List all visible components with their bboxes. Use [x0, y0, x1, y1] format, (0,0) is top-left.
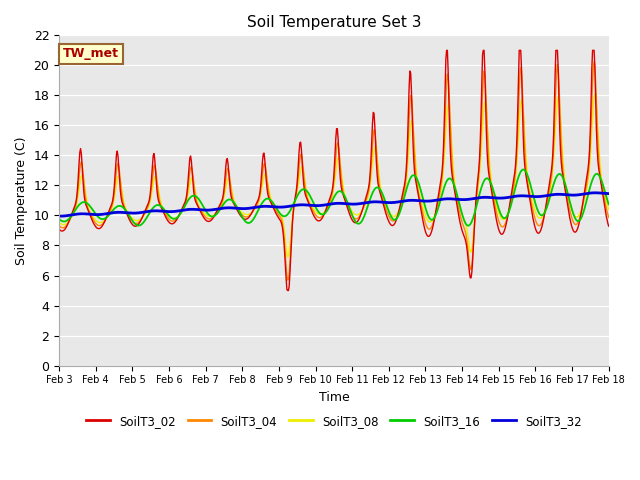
Line: SoilT3_08: SoilT3_08: [59, 95, 609, 257]
SoilT3_04: [401, 181, 409, 187]
SoilT3_04: [417, 204, 425, 209]
SoilT3_04: [284, 277, 291, 283]
SoilT3_32: [66, 212, 74, 218]
SoilT3_02: [177, 207, 185, 213]
SoilT3_02: [443, 48, 451, 53]
SoilT3_32: [592, 190, 600, 196]
SoilT3_16: [122, 207, 129, 213]
Line: SoilT3_32: SoilT3_32: [59, 193, 609, 216]
Text: TW_met: TW_met: [63, 48, 119, 60]
Y-axis label: Soil Temperature (C): Soil Temperature (C): [15, 136, 28, 264]
SoilT3_02: [55, 226, 63, 232]
SoilT3_32: [179, 207, 186, 213]
SoilT3_16: [519, 167, 527, 172]
SoilT3_16: [207, 213, 214, 219]
SoilT3_02: [122, 208, 129, 214]
SoilT3_08: [591, 92, 598, 97]
Line: SoilT3_04: SoilT3_04: [59, 61, 609, 280]
SoilT3_02: [65, 218, 73, 224]
SoilT3_16: [55, 216, 63, 222]
SoilT3_02: [284, 288, 291, 293]
SoilT3_32: [55, 213, 63, 219]
SoilT3_04: [177, 209, 185, 215]
Line: SoilT3_16: SoilT3_16: [59, 169, 609, 226]
SoilT3_02: [207, 218, 214, 224]
SoilT3_32: [605, 191, 612, 196]
SoilT3_04: [122, 207, 129, 213]
Line: SoilT3_02: SoilT3_02: [59, 50, 609, 290]
SoilT3_02: [401, 177, 409, 182]
SoilT3_08: [605, 206, 612, 212]
SoilT3_32: [207, 207, 215, 213]
Legend: SoilT3_02, SoilT3_04, SoilT3_08, SoilT3_16, SoilT3_32: SoilT3_02, SoilT3_04, SoilT3_08, SoilT3_…: [81, 410, 586, 432]
SoilT3_08: [177, 209, 185, 215]
X-axis label: Time: Time: [319, 391, 349, 404]
SoilT3_08: [207, 214, 214, 219]
SoilT3_32: [57, 213, 65, 219]
SoilT3_16: [417, 187, 424, 192]
SoilT3_08: [401, 186, 409, 192]
SoilT3_08: [122, 205, 129, 211]
SoilT3_08: [284, 254, 291, 260]
SoilT3_32: [417, 198, 425, 204]
SoilT3_16: [177, 209, 185, 215]
SoilT3_16: [401, 193, 408, 199]
SoilT3_08: [55, 219, 63, 225]
SoilT3_04: [590, 59, 598, 64]
SoilT3_08: [65, 218, 73, 224]
SoilT3_02: [605, 223, 612, 229]
SoilT3_16: [464, 223, 472, 228]
SoilT3_32: [401, 198, 409, 204]
SoilT3_02: [417, 210, 425, 216]
SoilT3_04: [65, 218, 73, 224]
SoilT3_04: [605, 215, 612, 220]
SoilT3_16: [605, 201, 612, 207]
SoilT3_32: [123, 210, 131, 216]
SoilT3_08: [417, 199, 425, 205]
SoilT3_16: [65, 216, 73, 222]
Title: Soil Temperature Set 3: Soil Temperature Set 3: [246, 15, 421, 30]
SoilT3_04: [207, 216, 214, 222]
SoilT3_04: [55, 223, 63, 228]
